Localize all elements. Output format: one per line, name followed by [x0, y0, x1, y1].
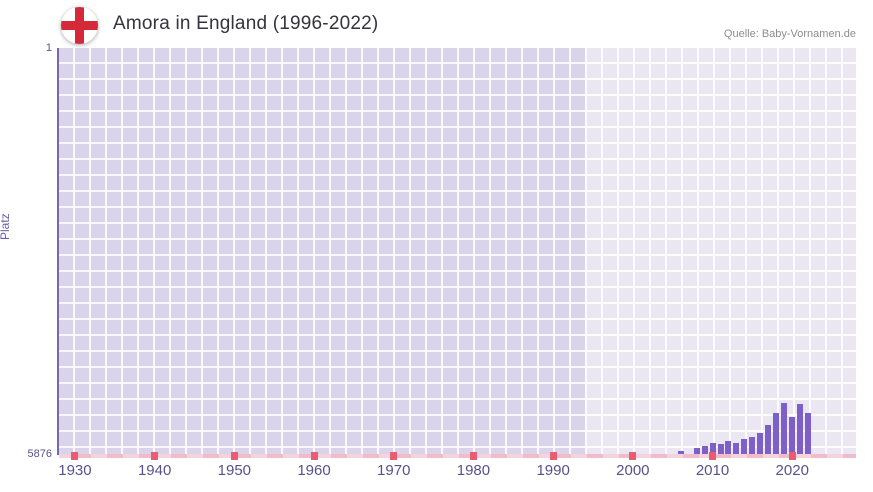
source-attribution[interactable]: Quelle: Baby-Vornamen.de — [723, 28, 856, 40]
x-axis-label-1980: 1980 — [456, 462, 491, 479]
x-axis-label-1930: 1930 — [58, 462, 92, 479]
x-axis-label-2010: 2010 — [695, 462, 730, 479]
bar-2020 — [789, 417, 796, 455]
decade-tick-2010 — [709, 452, 717, 460]
y-axis-tick-top: 1 — [45, 42, 52, 54]
y-axis-tick-bottom: 5876 — [27, 448, 52, 460]
bar-2021 — [797, 404, 804, 455]
bar-2016 — [757, 433, 764, 455]
bar-2011 — [717, 444, 724, 455]
decade-tick-1970 — [390, 452, 398, 460]
bar-2015 — [749, 437, 756, 455]
bar-2013 — [733, 443, 740, 455]
decade-tick-2000 — [629, 452, 637, 460]
x-axis-label-2000: 2000 — [616, 462, 650, 479]
x-axis-label-1940: 1940 — [137, 462, 172, 479]
y-axis-title: Platz — [0, 213, 12, 240]
bar-2010 — [709, 443, 716, 455]
grid-overlay — [59, 48, 856, 455]
x-axis-label-1950: 1950 — [217, 462, 252, 479]
england-flag-icon — [61, 7, 98, 44]
x-axis-label-1990: 1990 — [536, 462, 570, 479]
bar-2017 — [765, 425, 772, 455]
bar-2018 — [773, 413, 780, 455]
bar-2006 — [677, 451, 684, 455]
decade-tick-2020 — [788, 452, 796, 460]
x-axis-label-2020: 2020 — [775, 462, 809, 479]
page-title: Amora in England (1996-2022) — [113, 13, 379, 34]
bar-2009 — [701, 446, 708, 455]
bar-2022 — [805, 413, 812, 455]
bar-2012 — [725, 441, 732, 455]
decade-tick-1980 — [469, 452, 477, 460]
decade-tick-1930 — [71, 452, 79, 460]
bar-2019 — [781, 403, 788, 455]
decade-tick-1960 — [310, 452, 318, 460]
x-axis-label-1960: 1960 — [297, 462, 331, 479]
bar-2014 — [741, 439, 748, 455]
plot-area — [57, 48, 856, 460]
x-axis-line — [59, 454, 856, 458]
flag-cross-horizontal — [61, 21, 98, 30]
decade-tick-1940 — [151, 452, 159, 460]
x-axis-label-1970: 1970 — [377, 462, 411, 479]
decade-tick-1990 — [549, 452, 557, 460]
decade-tick-1950 — [230, 452, 238, 460]
bar-2008 — [693, 448, 700, 455]
